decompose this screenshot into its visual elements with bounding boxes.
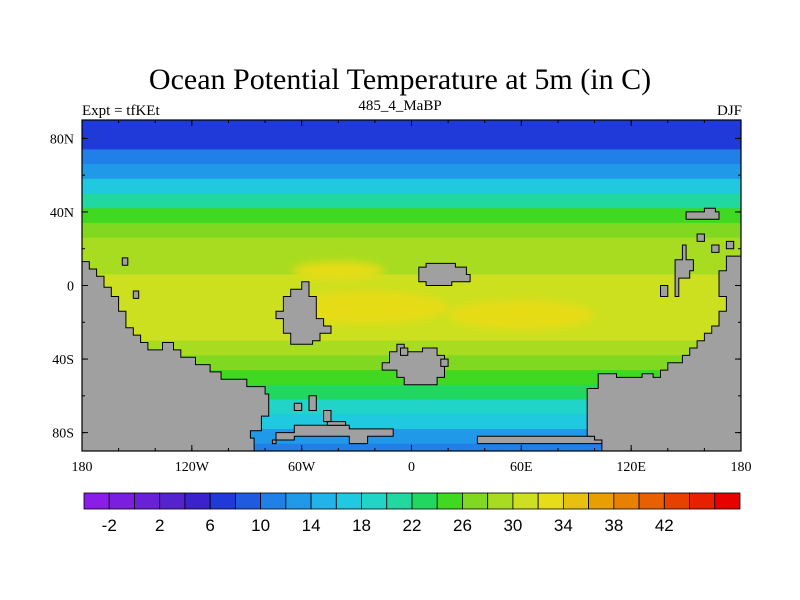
y-tick-label: 40N (50, 206, 74, 221)
temperature-band (82, 134, 741, 151)
temperature-band (82, 193, 741, 209)
colorbar-swatch (613, 492, 640, 510)
colorbar-label: 10 (251, 516, 270, 535)
land-mass (271, 424, 394, 445)
colorbar-swatch (436, 492, 463, 510)
chart-title: Ocean Potential Temperature at 5m (in C) (148, 63, 652, 96)
colorbar-swatch (83, 492, 110, 510)
land-mass (293, 402, 303, 411)
warm-patch (292, 261, 385, 280)
colorbar-label: 26 (453, 516, 472, 535)
x-tick-label: 120W (175, 460, 210, 475)
colorbar-swatch (462, 492, 489, 510)
land-mass (696, 233, 705, 242)
colorbar-swatch (588, 492, 615, 510)
temperature-band (82, 208, 741, 224)
land-mass (121, 257, 129, 266)
colorbar-swatch (184, 492, 211, 510)
colorbar-swatch (260, 492, 287, 510)
colorbar-label: 34 (554, 516, 573, 535)
x-tick-label: 180 (731, 460, 752, 475)
temperature-band (82, 325, 741, 342)
plot-area (82, 120, 741, 451)
land-mass (476, 435, 603, 445)
colorbar-swatch (512, 492, 539, 510)
colorbar-swatch (689, 492, 716, 510)
land-mass (685, 207, 720, 220)
season-label: DJF (716, 103, 742, 119)
x-tick-label: 180 (72, 460, 93, 475)
colorbar-swatch (285, 492, 312, 510)
land-mass (400, 347, 409, 356)
warm-patch (448, 300, 595, 330)
colorbar-swatch (537, 492, 564, 510)
y-tick-label: 40S (52, 353, 74, 368)
colorbar-label: 30 (503, 516, 522, 535)
temperature-band (82, 164, 741, 180)
colorbar-swatch (335, 492, 362, 510)
warm-patch (283, 291, 449, 325)
colorbar-label: 2 (155, 516, 164, 535)
land-mass (308, 395, 317, 411)
colorbar-label: 14 (302, 516, 321, 535)
y-tick-label: 0 (67, 280, 74, 295)
x-tick-label: 60E (510, 460, 533, 475)
temperature-band (82, 178, 741, 195)
colorbar-label: 6 (205, 516, 214, 535)
colorbar-swatch (663, 492, 690, 510)
land-layer (82, 207, 741, 451)
x-tick-label: 120E (616, 460, 646, 475)
land-mass (381, 343, 445, 386)
land-mass (323, 410, 332, 423)
colorbar-swatch (234, 492, 262, 510)
x-tick-label: 0 (408, 460, 415, 475)
colorbar-swatch (411, 492, 438, 510)
temperature-band (82, 237, 741, 257)
colorbar-label: 18 (352, 516, 371, 535)
land-mass (586, 255, 741, 451)
land-mass (326, 421, 347, 426)
temperature-band (82, 274, 741, 294)
land-mass (132, 290, 140, 299)
temperature-band (82, 222, 741, 239)
colorbar-swatch (361, 492, 388, 510)
subtitle-label: 485_4_MaBP (358, 98, 442, 114)
colorbar-label: -2 (102, 516, 117, 535)
temperature-band (82, 149, 741, 165)
colorbar-swatch (562, 492, 590, 510)
colorbar-label: 22 (403, 516, 422, 535)
colorbar-swatch (487, 492, 514, 510)
colorbar-swatch (638, 492, 665, 510)
colorbar: -2 2 6 10 14 18 22 26 30 34 38 42 (83, 492, 741, 535)
land-mass (674, 244, 694, 297)
land-mass (275, 281, 332, 345)
temperature-band (82, 340, 741, 356)
colorbar-label: 38 (604, 516, 623, 535)
colorbar-swatch (209, 492, 236, 510)
temperature-band (82, 120, 741, 136)
colorbar-swatch (386, 492, 413, 510)
land-mass (725, 240, 735, 250)
colorbar-label: 42 (655, 516, 674, 535)
warm-patches (283, 261, 595, 330)
land-mass (418, 262, 471, 286)
temperature-band (82, 256, 741, 276)
y-tick-label: 80N (50, 132, 74, 147)
colorbar-swatch (134, 492, 161, 510)
x-tick-label: 60W (288, 460, 316, 475)
land-mass (440, 358, 449, 367)
axes: 180 120W 60W 0 60E 120E 180 80N 40N 0 40S 80S (50, 120, 752, 475)
colorbar-swatch (159, 492, 186, 510)
y-tick-label: 80S (52, 427, 74, 442)
land-mass (660, 285, 669, 297)
land-mass (82, 261, 270, 451)
land-mass (711, 244, 720, 253)
experiment-label: Expt = tfKEt (82, 103, 160, 119)
colorbar-swatch (310, 492, 337, 510)
colorbar-swatch (714, 492, 741, 510)
colorbar-swatch (108, 492, 135, 510)
